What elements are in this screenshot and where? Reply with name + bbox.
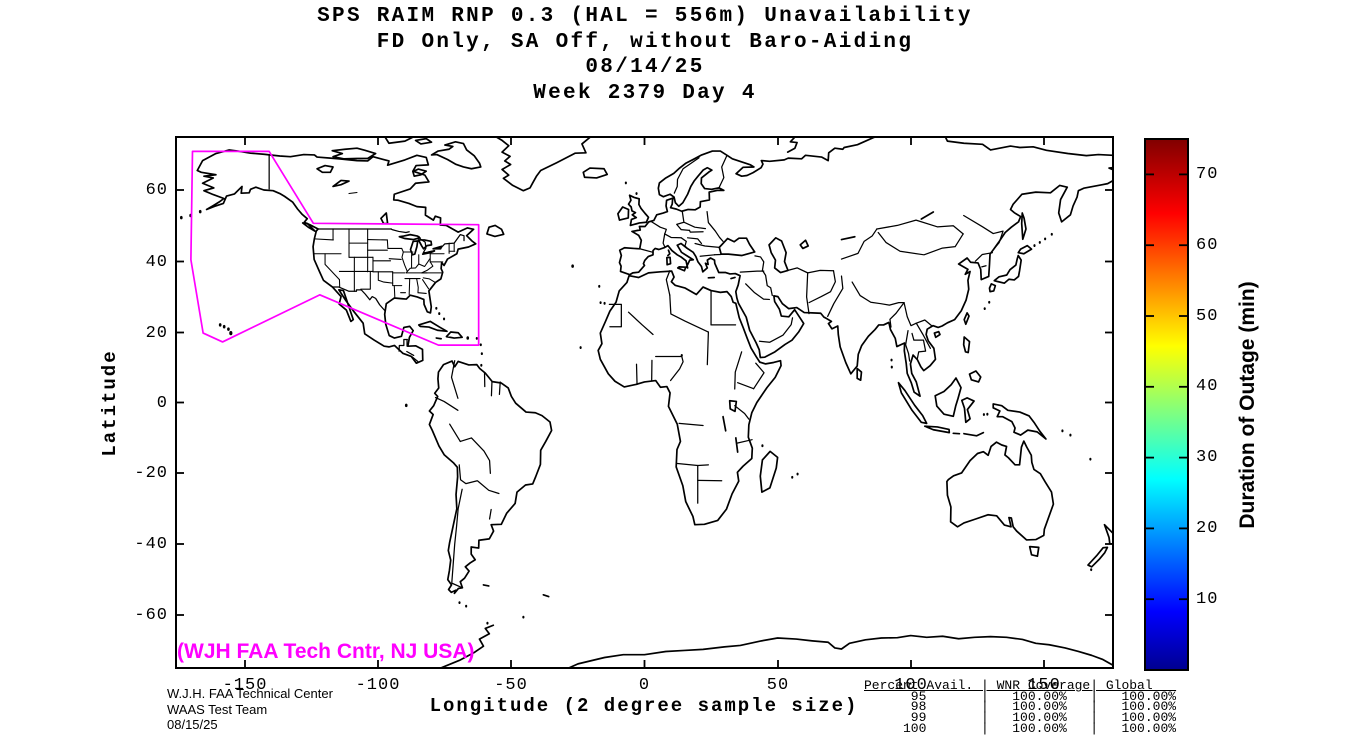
x-tick-label: 0 [638, 676, 651, 695]
availability-table-row: 95 | 100.00% | 100.00% [864, 688, 1177, 704]
x-tick-label: -100 [355, 676, 401, 695]
availability-table-row: 98 | 100.00% | 100.00% [864, 699, 1177, 715]
colorbar-tick-label: 60 [1196, 236, 1219, 255]
waas-annotation: (WJH FAA Tech Cntr, NJ USA) [177, 640, 475, 663]
x-tick-label: 50 [766, 676, 790, 695]
us-state-borders [314, 192, 455, 296]
x-axis-label: Longitude (2 degree sample size) [429, 695, 859, 717]
title-line-3: 08/14/25 [585, 56, 705, 79]
credits-block: W.J.H. FAA Technical Center WAAS Test Tea… [167, 686, 333, 733]
plot-title: SPS RAIM RNP 0.3 (HAL = 556m) Unavailabi… [0, 4, 1290, 106]
title-line-1: SPS RAIM RNP 0.3 (HAL = 556m) Unavailabi… [317, 5, 973, 28]
colorbar [1144, 138, 1189, 671]
y-tick-label: -40 [134, 535, 168, 554]
y-tick-label: 20 [145, 323, 168, 343]
country-borders [269, 155, 1003, 587]
y-axis-label: Latitude [99, 349, 121, 457]
y-tick-label: -60 [134, 606, 168, 625]
x-tick-label: -50 [494, 676, 528, 695]
colorbar-tick-label: 70 [1196, 165, 1219, 184]
availability-table-header: Percent Avail. | WNR Coverage| Global___ [864, 678, 1177, 693]
x-tick-label: -150 [222, 676, 268, 695]
colorbar-tick-label: 10 [1196, 590, 1219, 609]
colorbar-gradient [1145, 139, 1188, 670]
y-tick-label: 40 [145, 252, 168, 272]
credits-line-2: WAAS Test Team [167, 701, 268, 717]
colorbar-tick-label: 20 [1196, 519, 1219, 538]
small-islands [179, 181, 1093, 625]
availability-table: Percent Avail. | WNR Coverage| Global___… [864, 678, 1177, 736]
colorbar-tick-label: 40 [1196, 377, 1219, 396]
colorbar-tick-label: 30 [1196, 448, 1219, 467]
waas-coverage-polygon [191, 151, 479, 345]
colorbar-label: Duration of Outage (min) [1236, 281, 1259, 529]
colorbar-tick-marks [1146, 173, 1187, 601]
title-line-2: FD Only, SA Off, without Baro-Aiding [376, 30, 914, 54]
title-line-4: Week 2379 Day 4 [533, 81, 757, 105]
y-tick-label: 60 [145, 181, 168, 200]
credits-line-3: 08/15/25 [167, 717, 218, 732]
y-tick-label: -20 [134, 464, 168, 483]
availability-table-row: 99 | 100.00% | 100.00% [864, 710, 1177, 726]
world-coastlines [197, 124, 1126, 685]
world-map [179, 124, 1126, 685]
colorbar-tick-label: 50 [1196, 307, 1219, 326]
axis-tick-marks [176, 137, 1113, 668]
x-tick-label: 150 [1027, 676, 1061, 695]
credits-line-1: W.J.H. FAA Technical Center [167, 686, 333, 701]
availability-table-row: 100 | 100.00% | 100.00% [864, 720, 1177, 736]
x-tick-label: 100 [894, 676, 928, 695]
y-tick-label: 0 [156, 393, 168, 413]
